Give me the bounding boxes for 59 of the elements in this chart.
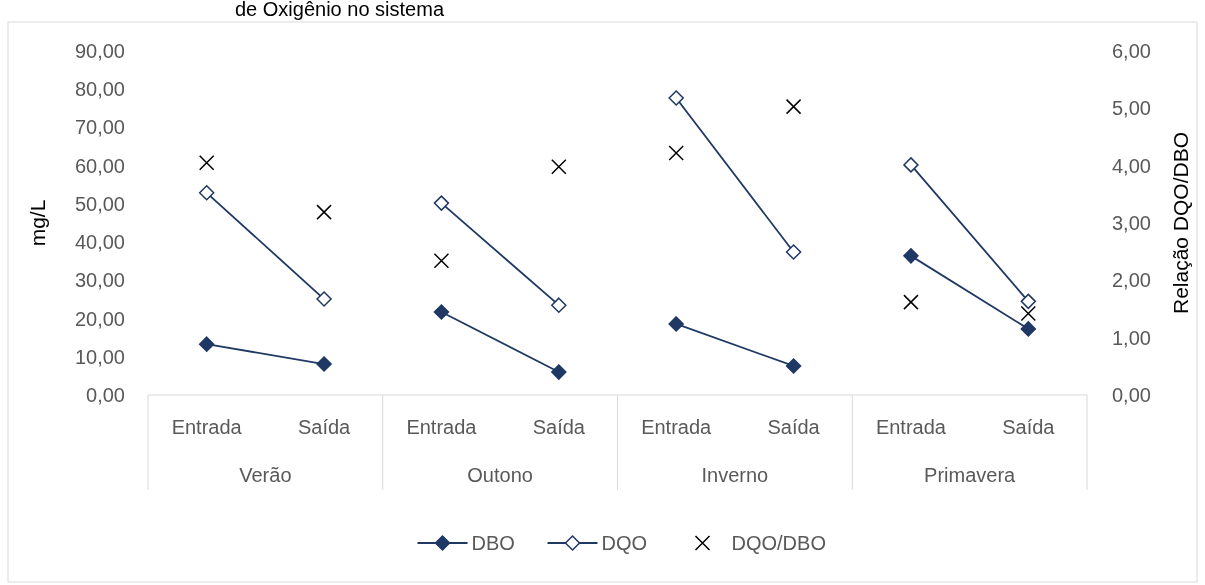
x-tick-label: Saída xyxy=(297,416,352,438)
y2-tick-label: 6,00 xyxy=(1112,40,1151,62)
x-tick-label: Entrada xyxy=(641,416,713,438)
y-tick-label: 30,00 xyxy=(74,269,125,292)
x-tick-label: Entrada xyxy=(406,416,478,438)
y-tick-label: 40,00 xyxy=(74,231,125,254)
x-tick-label: Saída xyxy=(767,416,821,438)
point xyxy=(785,358,802,374)
y-tick-label: 50,00 xyxy=(74,192,125,215)
point xyxy=(668,90,684,106)
point xyxy=(316,356,332,372)
point xyxy=(551,159,567,175)
point xyxy=(903,294,919,310)
point xyxy=(551,297,567,313)
point xyxy=(1020,293,1037,310)
y2-tick-label: 1,00 xyxy=(1112,326,1151,349)
y2-tick-label: 2,00 xyxy=(1112,269,1151,292)
legend-label: DBO xyxy=(471,532,515,554)
point xyxy=(1020,321,1037,337)
y2-tick-label: 3,00 xyxy=(1112,212,1151,234)
point xyxy=(785,98,802,115)
y-tick-label: 80,00 xyxy=(74,78,125,101)
y-tick-label: 60,00 xyxy=(74,154,125,177)
point xyxy=(433,253,450,269)
point xyxy=(668,316,684,332)
y-tick-label: 70,00 xyxy=(74,116,125,139)
y2-tick-label: 0,00 xyxy=(1112,384,1151,406)
y2-tick-label: 4,00 xyxy=(1112,154,1151,177)
y-tick-label: 10,00 xyxy=(74,345,125,368)
x-tick-label: Saída xyxy=(1002,416,1056,438)
text: Outono xyxy=(467,464,533,486)
point xyxy=(316,291,332,307)
y-tick-label: 20,00 xyxy=(74,307,125,330)
text: Primavera xyxy=(924,464,1017,486)
x-tick-label: Entrada xyxy=(171,416,243,438)
legend-label: DQO/DBO xyxy=(731,532,826,554)
y-tick-label: 90,00 xyxy=(74,40,125,62)
text: Inverno xyxy=(701,464,769,486)
x-tick-label: Entrada xyxy=(875,416,947,438)
point xyxy=(551,364,567,380)
y2-tick-label: 5,00 xyxy=(1112,97,1151,120)
point xyxy=(198,336,215,352)
point xyxy=(903,157,919,173)
point xyxy=(903,248,919,264)
point xyxy=(433,304,450,320)
point xyxy=(316,204,332,220)
y-tick-label: 0,00 xyxy=(86,384,125,406)
point xyxy=(198,155,215,171)
chart-title: de Oxigênio no sistema xyxy=(235,0,445,20)
x-tick-label: Saída xyxy=(532,416,586,438)
point xyxy=(785,244,802,260)
point xyxy=(433,195,450,211)
text: Verão xyxy=(239,464,292,486)
legend-label: DQO xyxy=(601,532,648,554)
point xyxy=(668,145,684,161)
y-axis-title: mg/L xyxy=(26,199,49,247)
point xyxy=(198,185,215,201)
point xyxy=(1020,305,1037,322)
y2-axis-title: Relação DQO/DBO xyxy=(1169,131,1192,315)
